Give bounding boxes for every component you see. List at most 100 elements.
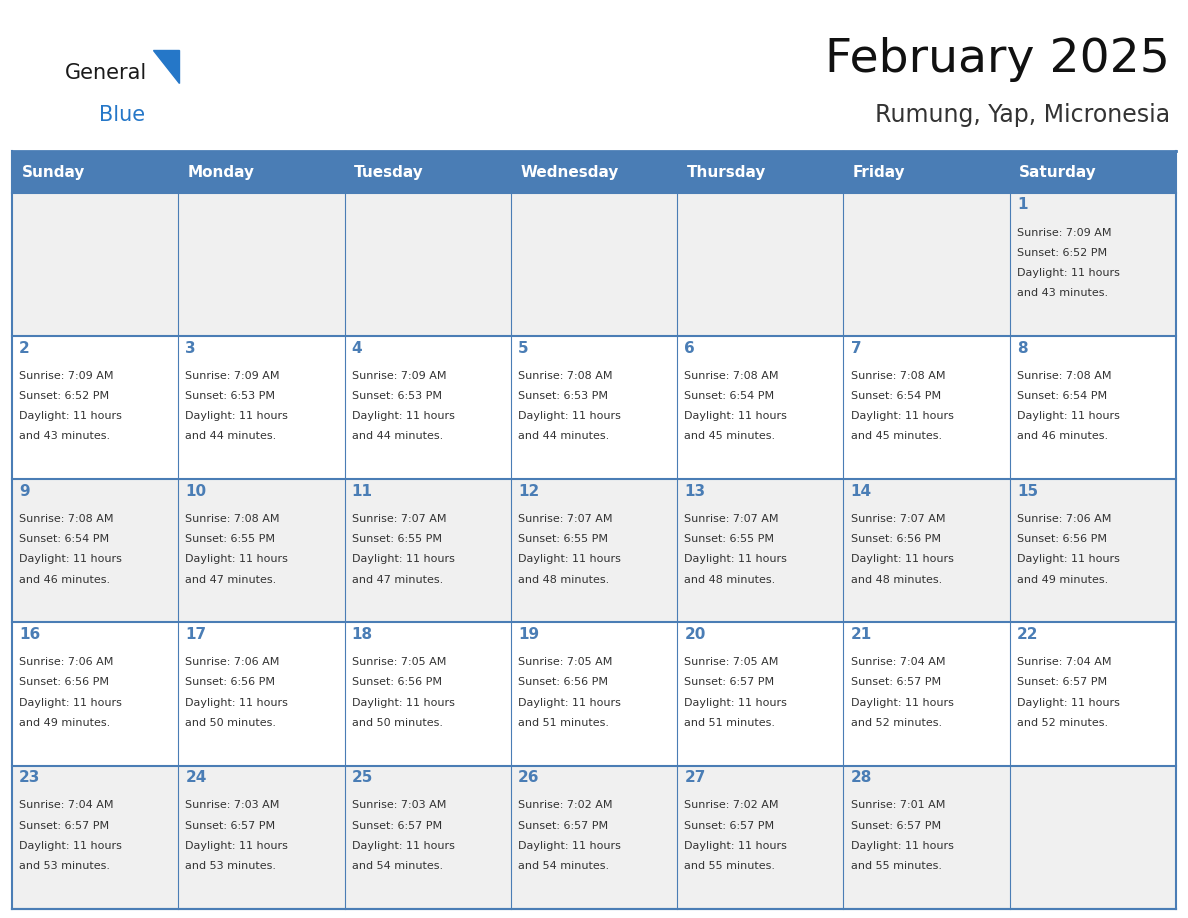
- Text: 12: 12: [518, 484, 539, 498]
- Text: Sunrise: 7:04 AM: Sunrise: 7:04 AM: [1017, 657, 1112, 667]
- Text: Sunrise: 7:02 AM: Sunrise: 7:02 AM: [684, 800, 779, 811]
- Text: and 45 minutes.: and 45 minutes.: [684, 431, 776, 442]
- Text: Sunset: 6:57 PM: Sunset: 6:57 PM: [684, 677, 775, 688]
- Bar: [178, 479, 345, 622]
- Text: Daylight: 11 hours: Daylight: 11 hours: [352, 698, 455, 708]
- Text: Sunrise: 7:07 AM: Sunrise: 7:07 AM: [352, 514, 447, 524]
- Text: Sunset: 6:55 PM: Sunset: 6:55 PM: [518, 534, 608, 544]
- Text: and 44 minutes.: and 44 minutes.: [185, 431, 277, 442]
- Text: Daylight: 11 hours: Daylight: 11 hours: [19, 841, 122, 851]
- Bar: [843, 193, 1010, 336]
- Text: and 44 minutes.: and 44 minutes.: [352, 431, 443, 442]
- Text: Thursday: Thursday: [687, 164, 766, 180]
- Text: Daylight: 11 hours: Daylight: 11 hours: [19, 554, 122, 565]
- Text: Daylight: 11 hours: Daylight: 11 hours: [684, 411, 788, 421]
- Bar: [345, 193, 511, 336]
- Bar: [511, 336, 677, 479]
- Bar: [1010, 336, 1176, 479]
- Text: Sunrise: 7:08 AM: Sunrise: 7:08 AM: [684, 371, 779, 381]
- Text: and 46 minutes.: and 46 minutes.: [1017, 431, 1108, 442]
- Bar: [1010, 151, 1176, 193]
- Text: 14: 14: [851, 484, 872, 498]
- Text: and 53 minutes.: and 53 minutes.: [19, 861, 110, 871]
- Text: Sunrise: 7:06 AM: Sunrise: 7:06 AM: [1017, 514, 1111, 524]
- Text: Sunrise: 7:09 AM: Sunrise: 7:09 AM: [185, 371, 280, 381]
- Text: Daylight: 11 hours: Daylight: 11 hours: [19, 411, 122, 421]
- Bar: [12, 766, 178, 909]
- Text: and 48 minutes.: and 48 minutes.: [851, 575, 942, 585]
- Bar: [345, 336, 511, 479]
- Bar: [12, 479, 178, 622]
- Text: Daylight: 11 hours: Daylight: 11 hours: [352, 554, 455, 565]
- Text: Sunset: 6:55 PM: Sunset: 6:55 PM: [684, 534, 775, 544]
- Text: Sunrise: 7:08 AM: Sunrise: 7:08 AM: [19, 514, 114, 524]
- Text: Saturday: Saturday: [1019, 164, 1097, 180]
- Text: Sunset: 6:56 PM: Sunset: 6:56 PM: [352, 677, 442, 688]
- Bar: [12, 193, 178, 336]
- Text: and 55 minutes.: and 55 minutes.: [684, 861, 776, 871]
- Text: and 50 minutes.: and 50 minutes.: [352, 718, 443, 728]
- Text: and 48 minutes.: and 48 minutes.: [518, 575, 609, 585]
- Bar: [345, 766, 511, 909]
- Text: Sunset: 6:54 PM: Sunset: 6:54 PM: [684, 391, 775, 401]
- Text: 25: 25: [352, 770, 373, 785]
- Text: Daylight: 11 hours: Daylight: 11 hours: [684, 841, 788, 851]
- Text: 10: 10: [185, 484, 207, 498]
- Text: Daylight: 11 hours: Daylight: 11 hours: [518, 841, 621, 851]
- Text: Monday: Monday: [188, 164, 254, 180]
- Text: Daylight: 11 hours: Daylight: 11 hours: [851, 698, 954, 708]
- Text: 3: 3: [185, 341, 196, 355]
- Bar: [511, 479, 677, 622]
- Text: Sunrise: 7:03 AM: Sunrise: 7:03 AM: [352, 800, 446, 811]
- Text: 13: 13: [684, 484, 706, 498]
- Text: General: General: [65, 63, 147, 84]
- Text: Daylight: 11 hours: Daylight: 11 hours: [185, 698, 289, 708]
- Bar: [677, 479, 843, 622]
- Bar: [843, 622, 1010, 766]
- Text: Daylight: 11 hours: Daylight: 11 hours: [185, 411, 289, 421]
- Bar: [843, 336, 1010, 479]
- Text: Daylight: 11 hours: Daylight: 11 hours: [1017, 698, 1120, 708]
- Text: Sunrise: 7:05 AM: Sunrise: 7:05 AM: [684, 657, 778, 667]
- Text: Sunrise: 7:06 AM: Sunrise: 7:06 AM: [19, 657, 113, 667]
- Text: Sunset: 6:53 PM: Sunset: 6:53 PM: [518, 391, 608, 401]
- Text: Daylight: 11 hours: Daylight: 11 hours: [1017, 554, 1120, 565]
- Text: 2: 2: [19, 341, 30, 355]
- Bar: [1010, 479, 1176, 622]
- Text: 21: 21: [851, 627, 872, 642]
- Bar: [677, 766, 843, 909]
- Bar: [511, 622, 677, 766]
- Bar: [843, 479, 1010, 622]
- Text: Sunset: 6:54 PM: Sunset: 6:54 PM: [851, 391, 941, 401]
- Text: Sunset: 6:52 PM: Sunset: 6:52 PM: [19, 391, 109, 401]
- Text: Daylight: 11 hours: Daylight: 11 hours: [352, 411, 455, 421]
- Text: Sunrise: 7:05 AM: Sunrise: 7:05 AM: [518, 657, 612, 667]
- Text: and 54 minutes.: and 54 minutes.: [518, 861, 609, 871]
- Text: 17: 17: [185, 627, 207, 642]
- Text: 23: 23: [19, 770, 40, 785]
- Text: Sunset: 6:57 PM: Sunset: 6:57 PM: [518, 821, 608, 831]
- Text: Sunrise: 7:08 AM: Sunrise: 7:08 AM: [851, 371, 946, 381]
- Text: and 43 minutes.: and 43 minutes.: [19, 431, 110, 442]
- Text: 5: 5: [518, 341, 529, 355]
- Text: Sunrise: 7:09 AM: Sunrise: 7:09 AM: [352, 371, 447, 381]
- Bar: [511, 766, 677, 909]
- Text: Sunrise: 7:08 AM: Sunrise: 7:08 AM: [518, 371, 613, 381]
- Text: Sunrise: 7:02 AM: Sunrise: 7:02 AM: [518, 800, 613, 811]
- Bar: [12, 336, 178, 479]
- Text: and 46 minutes.: and 46 minutes.: [19, 575, 110, 585]
- Text: and 45 minutes.: and 45 minutes.: [851, 431, 942, 442]
- Text: Sunrise: 7:08 AM: Sunrise: 7:08 AM: [1017, 371, 1112, 381]
- Bar: [345, 479, 511, 622]
- Text: Sunset: 6:57 PM: Sunset: 6:57 PM: [684, 821, 775, 831]
- Text: 19: 19: [518, 627, 539, 642]
- Text: Sunrise: 7:09 AM: Sunrise: 7:09 AM: [1017, 228, 1112, 238]
- Text: 18: 18: [352, 627, 373, 642]
- Bar: [178, 193, 345, 336]
- Text: Sunrise: 7:08 AM: Sunrise: 7:08 AM: [185, 514, 280, 524]
- Text: Sunset: 6:52 PM: Sunset: 6:52 PM: [1017, 248, 1107, 258]
- Text: Sunset: 6:55 PM: Sunset: 6:55 PM: [185, 534, 276, 544]
- Text: and 43 minutes.: and 43 minutes.: [1017, 288, 1108, 298]
- Text: and 50 minutes.: and 50 minutes.: [185, 718, 277, 728]
- Text: Daylight: 11 hours: Daylight: 11 hours: [518, 698, 621, 708]
